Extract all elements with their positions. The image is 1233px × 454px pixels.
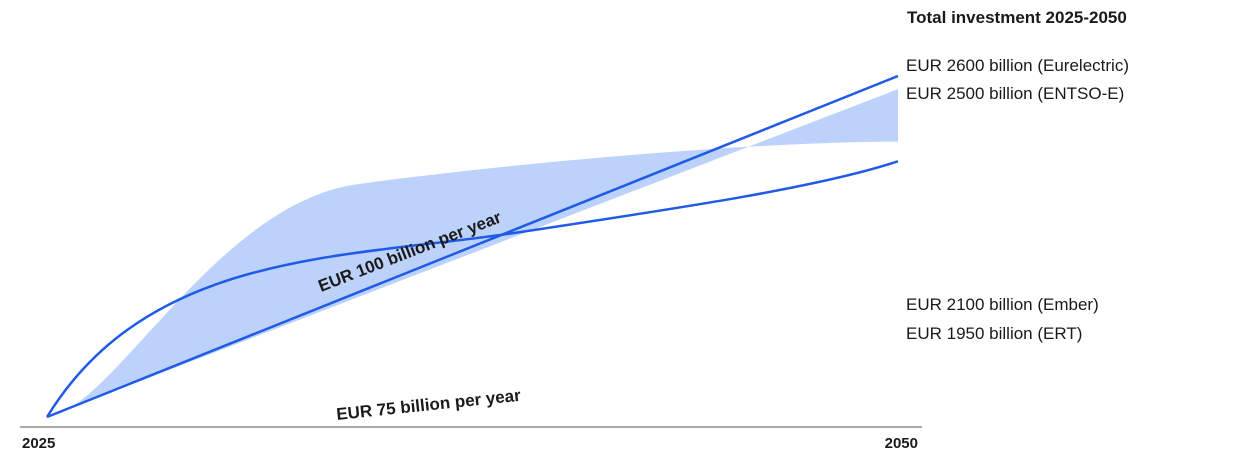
series-line-upper bbox=[46, 74, 899, 419]
estimate-label-eurelectric: EUR 2600 billion (Eurelectric) bbox=[906, 56, 1129, 75]
estimate-label-entsoe: EUR 2500 billion (ENTSO-E) bbox=[906, 84, 1124, 103]
x-tick-2050: 2050 bbox=[885, 435, 918, 452]
estimate-label-ert: EUR 1950 billion (ERT) bbox=[906, 324, 1082, 343]
series-line-lower bbox=[45, 160, 899, 418]
slope-label-75: EUR 75 billion per year bbox=[335, 386, 522, 424]
range-band bbox=[47, 89, 898, 417]
chart-title: Total investment 2025-2050 bbox=[907, 8, 1127, 27]
x-tick-2025: 2025 bbox=[22, 435, 55, 452]
estimate-label-ember: EUR 2100 billion (Ember) bbox=[906, 295, 1099, 314]
